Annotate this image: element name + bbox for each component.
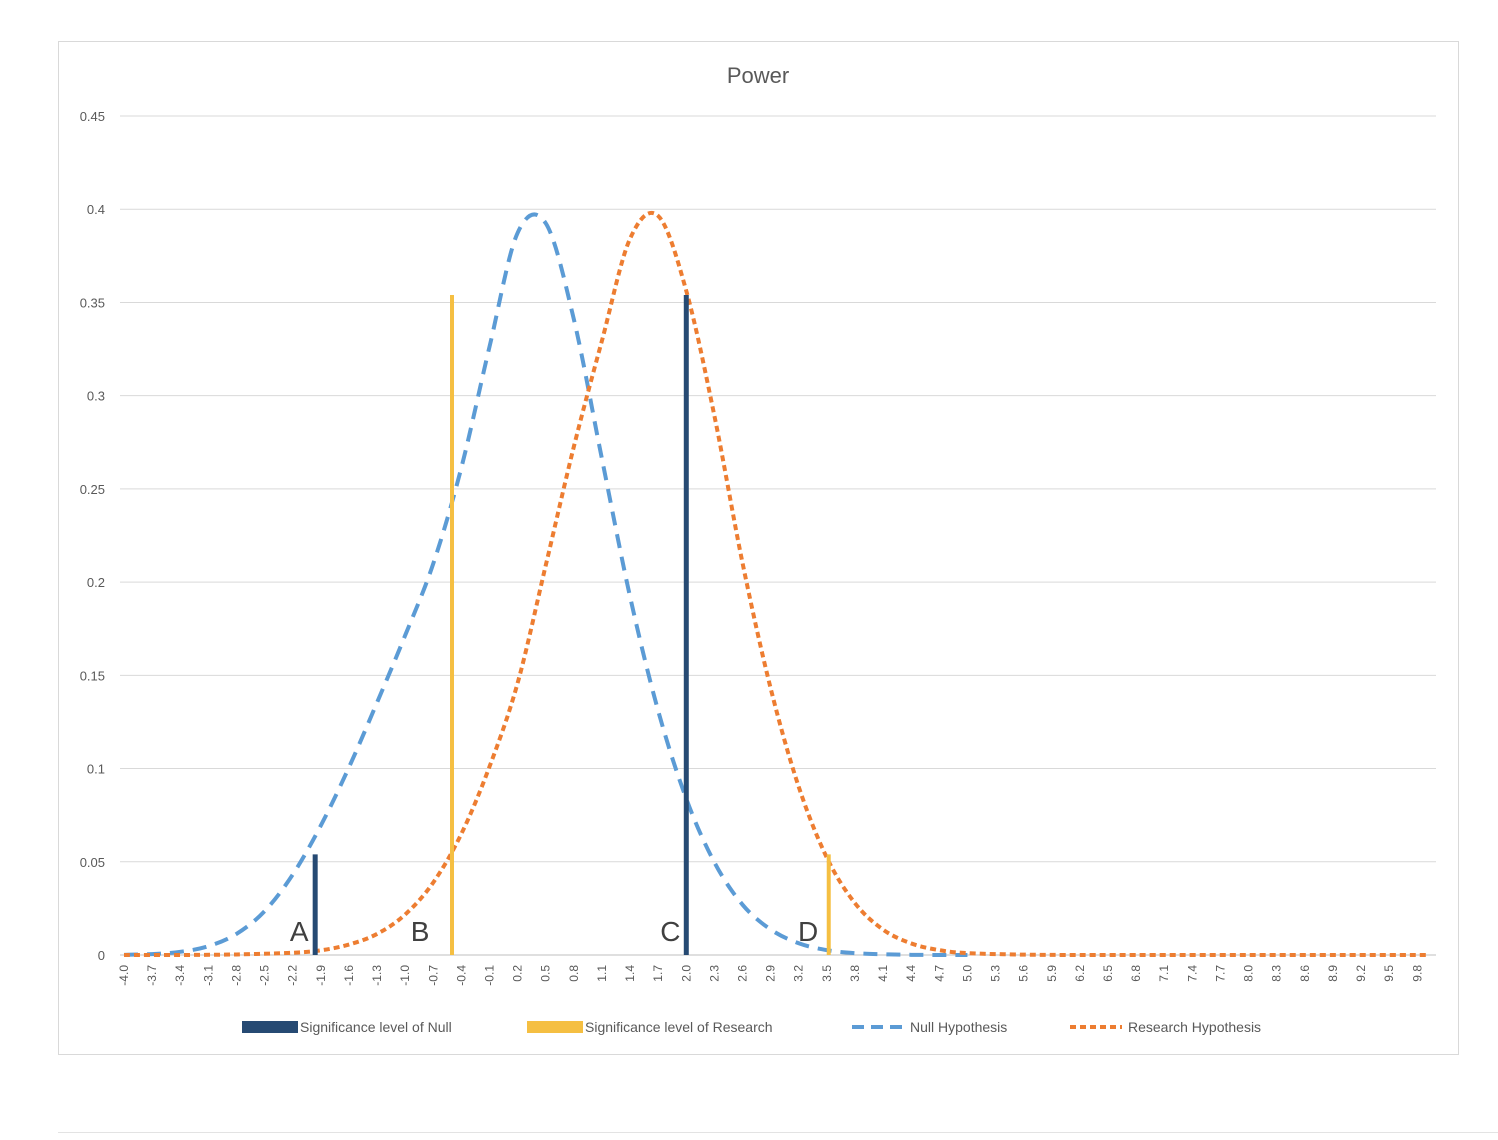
x-axis: -4.0 -3.7 -3.4 -3.1 -2.8 -2.5 -2.2 -1.9 -1.6 -1.3… <box>117 965 1424 986</box>
x-tick-label: 0.2 <box>511 965 525 982</box>
y-tick-label: 0.2 <box>87 575 105 590</box>
annotation-label: B <box>411 916 430 947</box>
x-tick-label: 2.6 <box>736 965 750 982</box>
x-tick-label: 8.6 <box>1298 965 1312 982</box>
x-tick-label: 1.4 <box>623 965 637 982</box>
y-tick-label: 0.45 <box>80 109 105 124</box>
x-tick-label: 8.3 <box>1270 965 1284 982</box>
x-tick-label: 4.1 <box>876 965 890 982</box>
x-tick-label: -1.9 <box>314 965 328 986</box>
y-tick-label: 0.4 <box>87 202 105 217</box>
x-tick-label: -0.4 <box>454 965 468 986</box>
x-tick-label: -4.0 <box>117 965 131 986</box>
significance-bars <box>312 294 831 955</box>
research-hypothesis-line <box>123 210 1427 958</box>
bottom-rule <box>58 1132 1498 1133</box>
x-tick-label: 2.9 <box>764 965 778 982</box>
y-axis: 0 0.05 0.1 0.15 0.2 0.25 0.3 0.35 0.4 0.45 <box>80 109 105 963</box>
y-tick-label: 0.05 <box>80 855 105 870</box>
x-tick-label: 6.2 <box>1073 965 1087 982</box>
y-tick-label: 0.35 <box>80 295 105 310</box>
x-tick-label: 8.9 <box>1326 965 1340 982</box>
x-tick-label: 9.5 <box>1382 965 1396 982</box>
y-tick-label: 0.3 <box>87 389 105 404</box>
legend-label: Research Hypothesis <box>1128 1019 1261 1035</box>
x-tick-label: 5.6 <box>1017 965 1031 982</box>
x-tick-label: 7.4 <box>1185 965 1199 982</box>
legend-swatch <box>527 1021 583 1033</box>
x-tick-label: 5.0 <box>960 965 974 982</box>
x-tick-label: 4.7 <box>932 965 946 982</box>
x-tick-label: 3.5 <box>820 965 834 982</box>
x-tick-label: 6.5 <box>1101 965 1115 982</box>
y-tick-label: 0.15 <box>80 668 105 683</box>
x-tick-label: 1.1 <box>595 965 609 982</box>
x-tick-label: 5.9 <box>1045 965 1059 982</box>
x-tick-label: -3.4 <box>173 965 187 986</box>
x-tick-label: -0.7 <box>426 965 440 986</box>
legend-label: Significance level of Research <box>585 1019 773 1035</box>
series-lines <box>123 210 1427 958</box>
x-tick-label: 9.2 <box>1354 965 1368 982</box>
x-tick-label: 7.7 <box>1213 965 1227 982</box>
legend-swatch <box>242 1021 298 1033</box>
null-hypothesis-line <box>123 212 968 958</box>
legend: Significance level of Null Significance l… <box>242 1019 1261 1035</box>
x-tick-label: 8.0 <box>1242 965 1256 982</box>
x-tick-label: 2.0 <box>679 965 693 982</box>
x-tick-label: 7.1 <box>1157 965 1171 982</box>
y-tick-label: 0 <box>98 948 105 963</box>
x-tick-label: 4.4 <box>904 965 918 982</box>
x-tick-label: 1.7 <box>651 965 665 982</box>
annotation-label: A <box>290 916 309 947</box>
y-tick-label: 0.25 <box>80 482 105 497</box>
x-tick-label: -2.8 <box>229 965 243 986</box>
x-tick-label: -1.3 <box>370 965 384 986</box>
annotations: A B C D <box>290 916 818 947</box>
legend-label: Null Hypothesis <box>910 1019 1007 1035</box>
chart-frame <box>58 41 1459 1055</box>
x-tick-label: 9.8 <box>1410 965 1424 982</box>
x-tick-label: -3.7 <box>145 965 159 986</box>
x-tick-label: 0.5 <box>539 965 553 982</box>
x-tick-label: 5.3 <box>989 965 1003 982</box>
x-tick-label: -1.0 <box>398 965 412 986</box>
x-tick-label: 3.2 <box>792 965 806 982</box>
x-tick-label: -2.5 <box>258 965 272 986</box>
x-tick-label: 6.8 <box>1129 965 1143 982</box>
x-tick-label: 2.3 <box>707 965 721 982</box>
annotation-label: C <box>660 916 680 947</box>
x-tick-label: -3.1 <box>201 965 215 986</box>
y-tick-label: 0.1 <box>87 762 105 777</box>
chart-title: Power <box>727 63 789 88</box>
annotation-label: D <box>798 916 818 947</box>
x-tick-label: -1.6 <box>342 965 356 986</box>
x-tick-label: -2.2 <box>286 965 300 986</box>
gridlines <box>120 115 1436 956</box>
x-tick-label: 0.8 <box>567 965 581 982</box>
legend-label: Significance level of Null <box>300 1019 452 1035</box>
x-tick-label: -0.1 <box>482 965 496 986</box>
x-tick-label: 3.8 <box>848 965 862 982</box>
